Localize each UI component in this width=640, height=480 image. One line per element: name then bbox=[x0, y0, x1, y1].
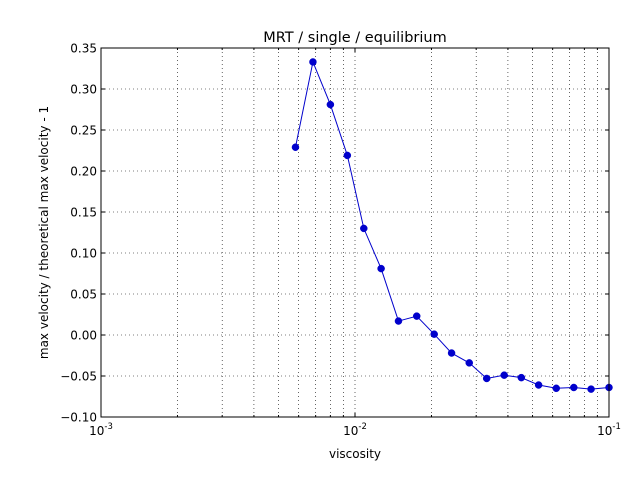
data-point bbox=[412, 312, 421, 320]
data-point bbox=[552, 384, 561, 393]
y-axis-title: max velocity / theoretical max velocity … bbox=[37, 106, 51, 359]
x-tick-label: 10-3 bbox=[89, 422, 113, 438]
chart-title: MRT / single / equilibrium bbox=[263, 30, 446, 46]
data-point bbox=[500, 371, 508, 379]
data-point bbox=[326, 100, 335, 109]
data-point bbox=[570, 383, 578, 392]
data-point bbox=[394, 317, 403, 325]
grid bbox=[101, 48, 609, 417]
data-point bbox=[447, 349, 456, 357]
y-tick-label: 0.30 bbox=[70, 83, 97, 97]
data-point bbox=[517, 373, 526, 382]
y-tick-label: −0.05 bbox=[60, 370, 97, 384]
data-point bbox=[291, 143, 300, 151]
ticks: 10-3 10-2 10-1 −0.10 −0.05 0.00 0.05 0.10 0.15 0.… bbox=[60, 42, 621, 439]
y-tick-label: 0.35 bbox=[70, 42, 97, 56]
data-point bbox=[534, 381, 543, 389]
y-tick-label: 0.15 bbox=[70, 206, 97, 220]
y-tick-label: 0.20 bbox=[70, 165, 97, 179]
y-tick-label: 0.00 bbox=[70, 329, 97, 343]
y-tick-label: −0.10 bbox=[60, 411, 97, 425]
x-axis-title: viscosity bbox=[329, 447, 381, 461]
data-point bbox=[587, 385, 595, 393]
data-point bbox=[343, 151, 352, 160]
x-tick-label: 10-1 bbox=[597, 422, 621, 438]
series bbox=[291, 58, 613, 393]
x-tick-label: 10-2 bbox=[343, 422, 367, 438]
y-tick-label: 0.05 bbox=[70, 288, 97, 302]
y-tick-label: 0.10 bbox=[70, 247, 97, 261]
data-point bbox=[482, 374, 491, 383]
data-point bbox=[465, 359, 473, 367]
data-point bbox=[377, 264, 385, 273]
data-point bbox=[360, 224, 368, 233]
y-tick-label: 0.25 bbox=[70, 124, 97, 138]
data-point bbox=[430, 330, 438, 338]
data-point bbox=[309, 58, 317, 66]
